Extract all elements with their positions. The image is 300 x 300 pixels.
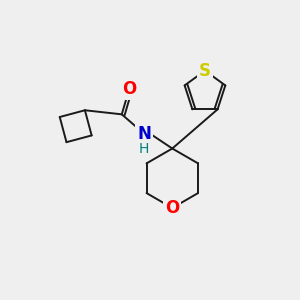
Text: H: H: [139, 142, 149, 156]
Text: O: O: [122, 80, 136, 98]
Text: O: O: [165, 199, 179, 217]
Text: N: N: [137, 125, 151, 143]
Text: S: S: [199, 61, 211, 80]
